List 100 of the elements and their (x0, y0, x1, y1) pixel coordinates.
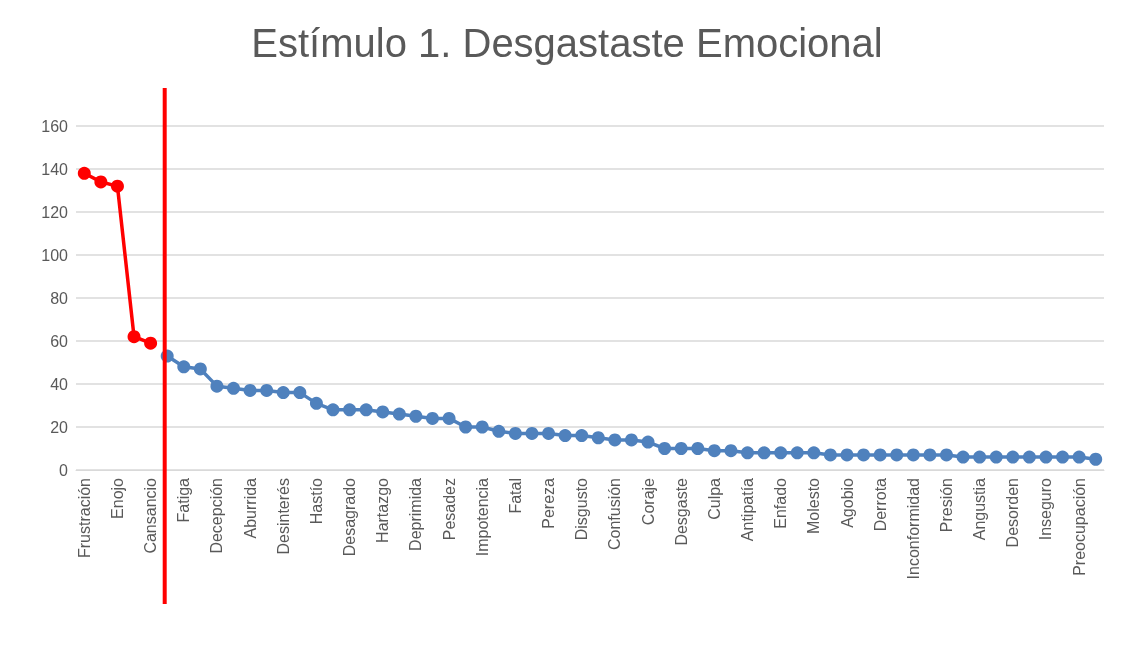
point (442, 411, 456, 425)
x-tick-label: Derrota (871, 477, 889, 532)
x-tick-label: Pereza (540, 477, 558, 529)
point (210, 379, 224, 393)
y-tick-label: 80 (50, 289, 69, 307)
point (658, 442, 672, 455)
point (193, 362, 207, 376)
x-tick-label: Coraje (639, 477, 657, 526)
point (989, 450, 1003, 464)
point (77, 166, 91, 180)
point (674, 442, 688, 455)
point (774, 446, 788, 460)
point (641, 435, 655, 449)
point (741, 446, 755, 460)
point (890, 448, 904, 462)
x-tick-label: Antipatía (739, 477, 757, 542)
point (127, 330, 141, 344)
x-tick-label: Impotencia (473, 477, 491, 557)
point (508, 426, 522, 440)
point (110, 179, 124, 193)
x-tick-label: Desgaste (672, 477, 690, 546)
y-tick-label: 40 (50, 375, 69, 393)
point (1022, 450, 1036, 464)
x-tick-label: Fatiga (175, 477, 193, 523)
point (1056, 450, 1070, 464)
point (376, 405, 390, 419)
x-tick-label: Angustia (971, 477, 989, 541)
point (624, 433, 638, 447)
point (326, 403, 340, 417)
point (260, 383, 274, 397)
point (94, 175, 108, 189)
point (359, 403, 373, 417)
x-tick-label: Molesto (805, 477, 823, 535)
point (144, 336, 158, 350)
point (343, 403, 357, 417)
point (243, 383, 257, 397)
x-tick-label: Desagrado (341, 477, 359, 557)
x-tick-label: Enfado (772, 477, 790, 529)
point (392, 407, 406, 421)
point (956, 450, 970, 464)
y-tick-label: 0 (59, 461, 69, 479)
point (807, 446, 821, 460)
point (492, 424, 506, 438)
chart-title: Estímulo 1. Desgastaste Emocional (251, 21, 883, 65)
point (923, 448, 937, 462)
x-tick-label: Preocupación (1070, 478, 1088, 576)
x-tick-label: Hartazgo (374, 477, 392, 543)
y-tick-label: 100 (41, 246, 69, 264)
x-tick-label: Desorden (1004, 478, 1022, 548)
point (575, 429, 589, 443)
point (1006, 450, 1020, 464)
x-tick-label: Hastío (307, 477, 325, 525)
point (276, 386, 290, 400)
x-tick-label: Inseguro (1037, 477, 1055, 541)
x-tick-label: Enojo (108, 477, 126, 519)
point (608, 433, 622, 447)
x-tick-label: Desinterés (274, 478, 292, 555)
x-tick-label: Fatal (506, 478, 524, 514)
x-tick-label: Presión (937, 478, 955, 533)
point (409, 409, 423, 423)
point (1072, 450, 1086, 464)
point (459, 420, 473, 434)
x-tick-label: Agobio (838, 477, 856, 528)
point (558, 429, 572, 443)
point (790, 446, 804, 460)
x-tick-label: Inconformidad (904, 478, 922, 580)
point (591, 431, 605, 445)
point (1089, 452, 1103, 466)
point (309, 396, 323, 410)
x-tick-label: Aburrida (241, 477, 259, 539)
x-tick-label: Frustración (75, 478, 93, 559)
point (707, 444, 721, 458)
point (873, 448, 887, 462)
point (823, 448, 837, 462)
point (475, 420, 489, 434)
point (724, 444, 738, 458)
y-tick-label: 60 (50, 332, 69, 350)
point (542, 426, 556, 440)
point (906, 448, 920, 462)
y-tick-label: 120 (41, 203, 69, 221)
y-tick-label: 160 (41, 117, 69, 135)
x-tick-label: Cansancio (142, 477, 160, 554)
y-tick-label: 20 (50, 418, 69, 436)
y-tick-label: 140 (41, 160, 69, 178)
point (840, 448, 854, 462)
point (757, 446, 771, 460)
x-tick-label: Disgusto (573, 477, 591, 541)
point (691, 442, 705, 455)
point (940, 448, 953, 462)
point (525, 426, 539, 440)
x-tick-label: Culpa (705, 477, 723, 520)
x-tick-label: Confusión (606, 478, 624, 551)
point (426, 411, 439, 425)
x-tick-label: Pesadez (440, 478, 458, 541)
point (857, 448, 871, 462)
point (293, 386, 307, 400)
point (973, 450, 987, 464)
point (177, 360, 191, 374)
x-tick-label: Deprimida (407, 477, 425, 551)
point (227, 381, 241, 395)
